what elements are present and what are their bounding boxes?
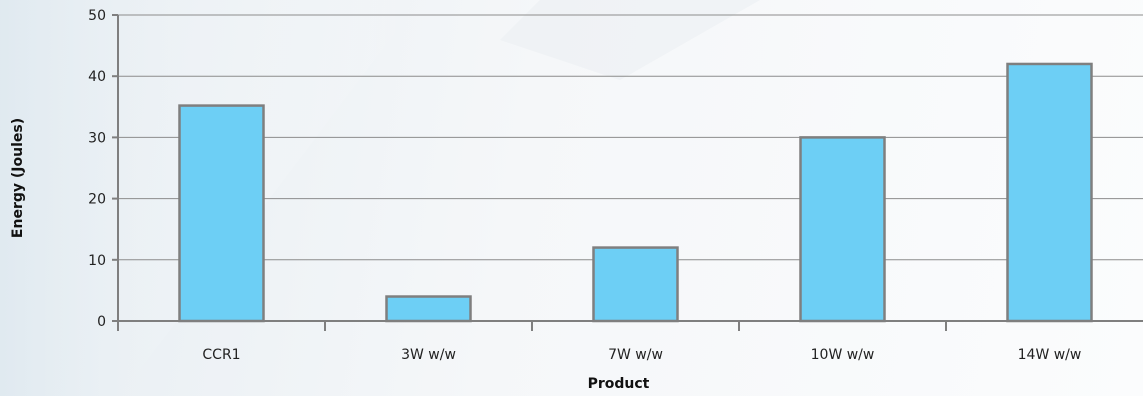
y-tick-label: 20	[88, 192, 106, 208]
y-tick-label: 10	[88, 253, 106, 269]
x-axis-title: Product	[588, 376, 650, 392]
axes	[117, 15, 1143, 322]
y-axis-title: Energy (Joules)	[10, 118, 26, 238]
y-tick-labels: 0 10 20 30 40 50	[88, 8, 106, 330]
x-tick-label: 7W w/w	[608, 347, 663, 363]
x-tick-label: 10W w/w	[811, 347, 875, 363]
bar-14w-w-w	[1006, 62, 1093, 323]
y-tick-label: 40	[88, 69, 106, 85]
bar-10w-w-w	[799, 136, 886, 323]
x-tick-labels: CCR1 3W w/w 7W w/w 10W w/w 14W w/w	[202, 347, 1081, 363]
y-tick-label: 0	[97, 314, 106, 330]
x-tick-label: 14W w/w	[1018, 347, 1082, 363]
bar-3w-w-w	[385, 295, 472, 323]
x-tick-label: CCR1	[202, 347, 240, 363]
bars	[178, 62, 1093, 323]
bar-ccr1	[178, 104, 265, 323]
y-tick-label: 30	[88, 130, 106, 146]
x-tick-label: 3W w/w	[401, 347, 456, 363]
y-tick-label: 50	[88, 8, 106, 24]
bar-7w-w-w	[592, 246, 679, 323]
